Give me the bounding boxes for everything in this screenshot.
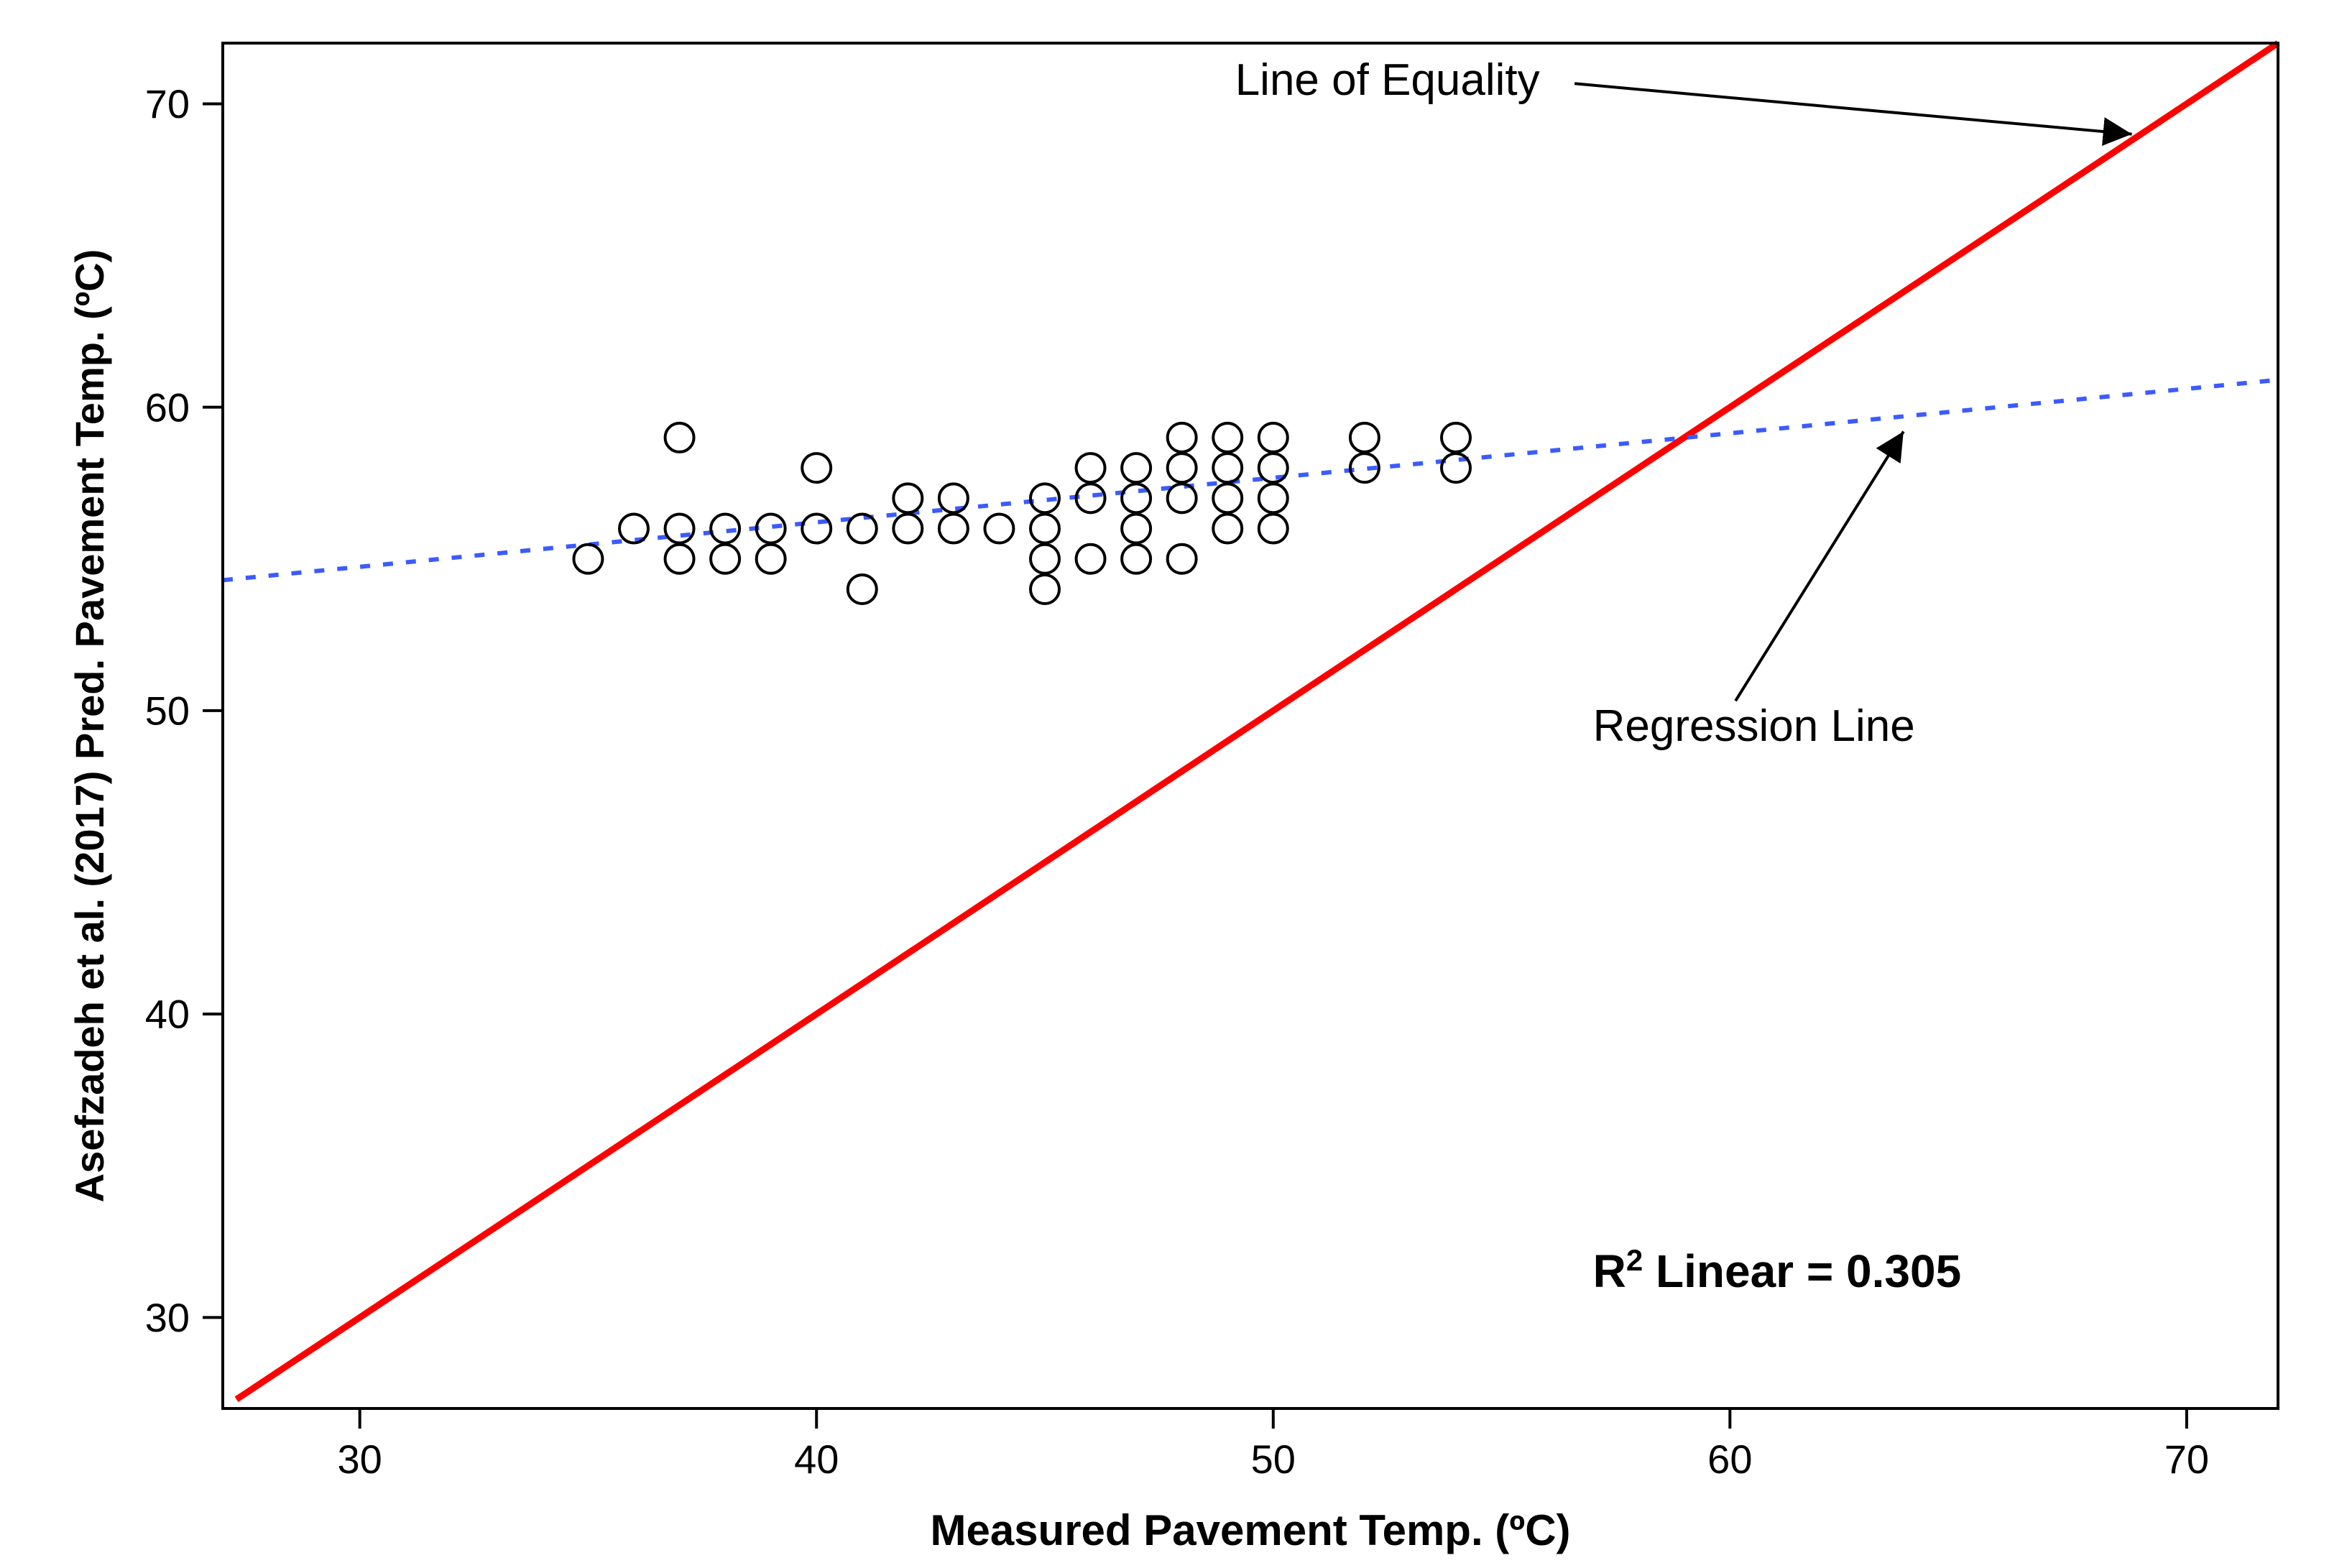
r-squared-label: R2 Linear = 0.305 [1593, 1243, 1962, 1298]
x-tick-label: 30 [338, 1436, 382, 1482]
chart-background [0, 0, 2347, 1568]
y-tick-label: 40 [145, 992, 190, 1037]
r2-prefix: R [1593, 1245, 1626, 1297]
y-tick-label: 50 [145, 688, 190, 733]
x-tick-label: 40 [794, 1436, 839, 1482]
y-axis-title: Asefzadeh et al. (2017) Pred. Pavement T… [67, 249, 112, 1203]
scatter-chart: 30 40 50 60 70 30 40 50 60 70 Measured Pavement Te… [0, 0, 2347, 1568]
x-axis-title: Measured Pavement Temp. (ºC) [930, 1506, 1570, 1554]
chart-svg: 30 40 50 60 70 30 40 50 60 70 Measured Pavement Te… [0, 0, 2347, 1568]
y-tick-label: 60 [145, 384, 190, 430]
x-tick-label: 70 [2164, 1436, 2209, 1482]
equality-label: Line of Equality [1235, 55, 1540, 105]
y-tick-label: 30 [145, 1295, 190, 1340]
x-tick-label: 60 [1707, 1436, 1752, 1482]
r2-superscript: 2 [1626, 1243, 1643, 1277]
regression-label: Regression Line [1593, 701, 1915, 751]
r2-rest: Linear = 0.305 [1643, 1245, 1961, 1297]
y-tick-label: 70 [145, 81, 190, 126]
x-tick-label: 50 [1251, 1436, 1296, 1482]
